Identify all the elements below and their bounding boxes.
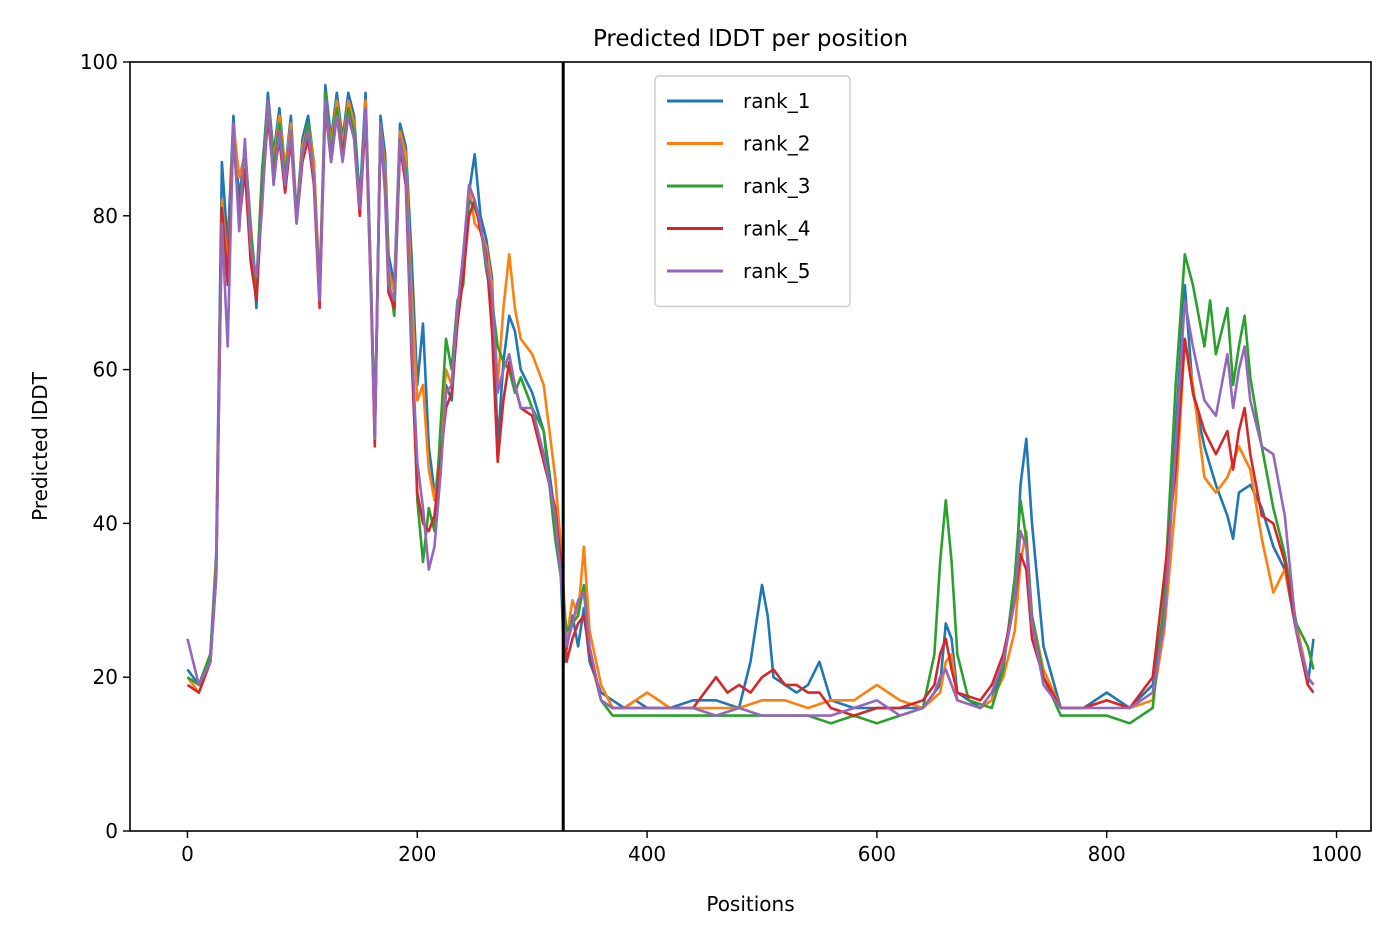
x-tick-label: 600 [858,842,896,866]
x-tick-label: 200 [398,842,436,866]
plot-frame [129,61,1372,832]
chart-title: Predicted lDDT per position [593,26,908,52]
legend-label-rank_4: rank_4 [743,217,810,241]
x-axis-label: Positions [706,892,794,916]
legend-label-rank_1: rank_1 [743,89,810,113]
x-tick-label: 800 [1088,842,1126,866]
y-tick-label: 60 [93,358,118,382]
legend-label-rank_2: rank_2 [743,132,810,156]
y-tick-label: 80 [93,204,118,228]
y-tick-label: 40 [93,511,118,535]
x-tick-label: 0 [181,842,194,866]
y-tick-label: 0 [105,819,118,843]
x-tick-label: 1000 [1311,842,1362,866]
y-axis-label: Predicted lDDT [28,371,52,521]
legend-label-rank_5: rank_5 [743,259,810,283]
legend-box [654,75,851,308]
y-tick-label: 100 [80,50,118,74]
y-axis-ticks: 0 20 40 60 80 100 [80,50,130,843]
series-line-rank_5 [186,99,1315,717]
series-layer [186,83,1315,725]
legend: rank_1 rank_2 rank_3 rank_4 rank_5 [654,75,851,308]
x-tick-label: 400 [628,842,666,866]
legend-label-rank_3: rank_3 [743,174,810,198]
x-axis-ticks: 0 200 400 600 800 1000 [181,831,1362,866]
y-tick-label: 20 [93,665,118,689]
